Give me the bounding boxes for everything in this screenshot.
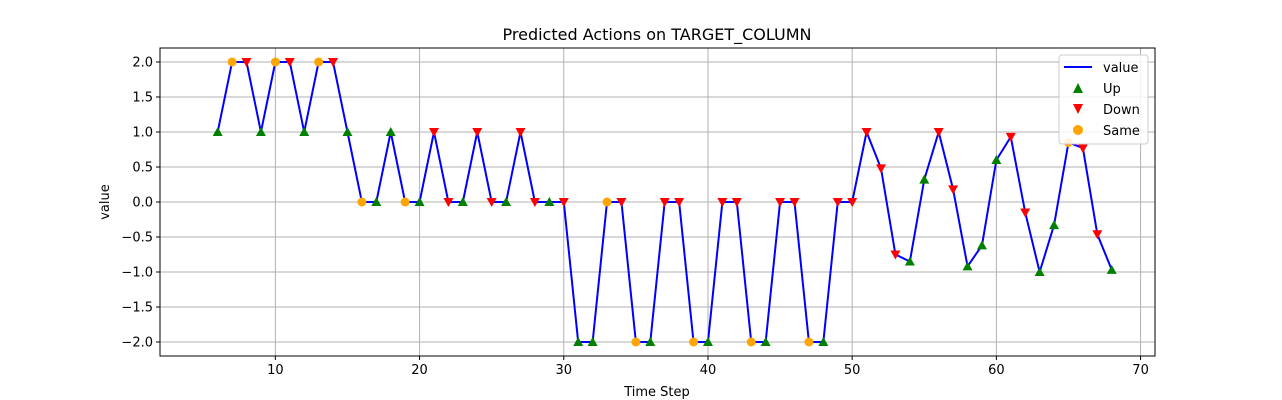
x-tick-label: 20 [411, 363, 428, 378]
marker-up [1049, 220, 1060, 230]
marker-up [573, 337, 584, 346]
legend-label-same: Same [1103, 124, 1140, 139]
marker-up [385, 127, 396, 136]
marker-down [1092, 230, 1103, 240]
marker-up [760, 337, 771, 346]
y-tick-label: −1.5 [121, 301, 153, 316]
legend-marker-up [1073, 83, 1083, 93]
marker-same [804, 337, 814, 347]
series-layer [212, 57, 1117, 347]
marker-down [529, 198, 540, 207]
marker-down [428, 128, 439, 137]
y-tick-label: 0.0 [132, 196, 153, 211]
marker-up [991, 155, 1002, 164]
marker-up [904, 256, 915, 266]
marker-up [1106, 264, 1117, 274]
marker-down [775, 198, 786, 207]
legend: value Up Down Same [1058, 54, 1149, 145]
marker-down [1020, 208, 1031, 218]
marker-down [1005, 132, 1016, 142]
marker-up [255, 127, 266, 136]
marker-down [558, 198, 569, 207]
legend-label-up: Up [1103, 82, 1121, 97]
marker-down [674, 198, 685, 207]
marker-down [861, 128, 872, 137]
marker-up [702, 337, 713, 346]
y-tick-label: 0.5 [132, 161, 153, 176]
marker-down [616, 198, 627, 207]
marker-same [602, 197, 612, 207]
x-tick-label: 30 [555, 363, 572, 378]
marker-up [544, 197, 555, 206]
marker-up [919, 174, 930, 184]
x-tick-label: 40 [700, 363, 717, 378]
marker-same [227, 57, 237, 67]
marker-up [645, 337, 656, 346]
marker-down [847, 198, 858, 207]
marker-up [587, 337, 598, 346]
marker-same [631, 337, 641, 347]
y-tick-label: −1.0 [121, 266, 153, 281]
x-axis-title: Time Step [623, 385, 690, 400]
marker-down [832, 198, 843, 207]
x-tick-label: 50 [844, 363, 861, 378]
marker-down [515, 128, 526, 137]
marker-same [400, 197, 410, 207]
marker-down [284, 58, 295, 67]
marker-same [689, 337, 699, 347]
marker-down [717, 198, 728, 207]
marker-down [659, 198, 670, 207]
marker-up [818, 337, 829, 346]
y-tick-label: −0.5 [121, 231, 153, 246]
marker-down [731, 198, 742, 207]
chart-title: Predicted Actions on TARGET_COLUMN [503, 25, 812, 45]
marker-up [342, 127, 353, 136]
marker-up [962, 261, 973, 271]
marker-down [472, 128, 483, 137]
plot-frame [159, 47, 1156, 357]
marker-down [789, 198, 800, 207]
legend-label-down: Down [1103, 103, 1140, 118]
marker-down [933, 128, 944, 137]
marker-down [486, 198, 497, 207]
marker-down [876, 164, 887, 174]
x-axis: 10 20 30 40 50 60 70 [267, 356, 1149, 378]
marker-up [299, 127, 310, 136]
marker-down [443, 198, 454, 207]
y-tick-label: −2.0 [121, 336, 153, 351]
legend-marker-down [1073, 104, 1083, 114]
legend-box [1058, 54, 1149, 145]
x-tick-label: 10 [267, 363, 284, 378]
marker-down [890, 250, 901, 260]
y-axis: −2.0 −1.5 −1.0 −0.5 0.0 0.5 1.0 1.5 2.0 [121, 56, 160, 351]
marker-up [212, 127, 223, 136]
y-tick-label: 1.0 [132, 126, 153, 141]
marker-up [1034, 267, 1045, 276]
marker-down [241, 58, 252, 67]
x-tick-label: 70 [1132, 363, 1149, 378]
marker-up [501, 197, 512, 206]
marker-down [1077, 144, 1088, 154]
y-tick-label: 2.0 [132, 56, 153, 71]
marker-same [314, 57, 324, 67]
x-tick-label: 60 [988, 363, 1005, 378]
marker-up [457, 197, 468, 206]
y-tick-label: 1.5 [132, 91, 153, 106]
marker-same [357, 197, 367, 207]
legend-label-value: value [1103, 61, 1139, 76]
marker-up [371, 197, 382, 206]
marker-up [976, 240, 987, 250]
marker-up [414, 197, 425, 206]
marker-down [328, 58, 339, 67]
y-axis-title: value [98, 184, 113, 220]
marker-same [746, 337, 756, 347]
marker-same [270, 57, 280, 67]
legend-marker-same [1073, 125, 1083, 135]
marker-down [948, 185, 959, 195]
